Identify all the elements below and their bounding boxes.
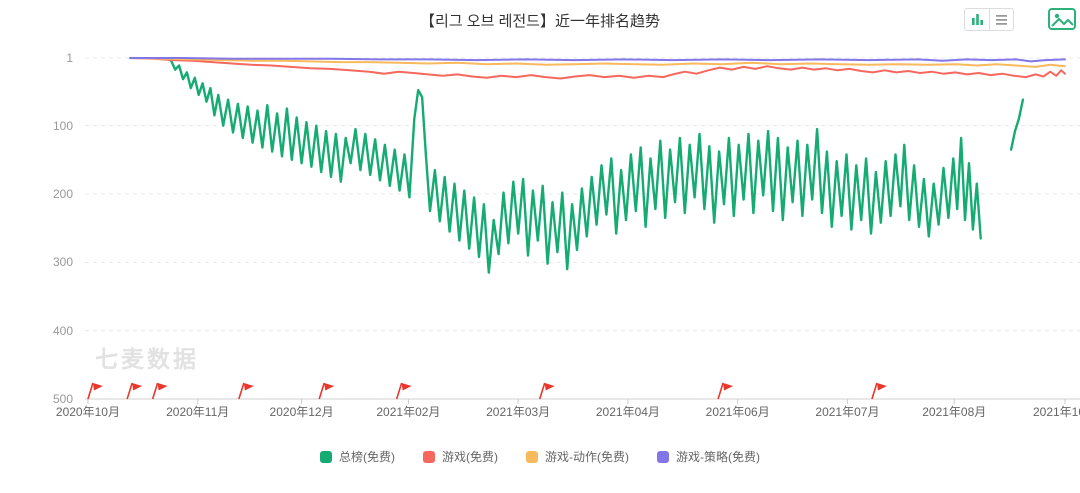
x-tick-label: 2021年07月 <box>815 405 880 419</box>
x-tick-label: 2021年06月 <box>705 405 770 419</box>
update-flag-icon[interactable] <box>395 382 412 400</box>
update-flag-icon[interactable] <box>318 382 335 400</box>
legend-item-zongbang[interactable]: 总榜(免费) <box>320 448 395 465</box>
legend-item-youxi[interactable]: 游戏(免费) <box>423 448 498 465</box>
watermark: 七麦数据 <box>95 346 199 372</box>
legend-swatch <box>423 450 435 463</box>
update-flag-icon[interactable] <box>151 382 168 400</box>
list-view-button[interactable] <box>989 8 1014 31</box>
x-tick-label: 2021年10月 <box>1032 405 1080 419</box>
legend-label: 总榜(免费) <box>339 450 395 464</box>
update-flag-icon[interactable] <box>238 382 254 400</box>
bar-chart-icon <box>971 14 983 25</box>
y-tick-label: 300 <box>52 255 73 270</box>
x-tick-label: 2020年11月 <box>166 405 230 419</box>
view-toggle-group <box>964 8 1014 31</box>
picture-icon <box>1048 8 1076 30</box>
y-tick-label: 1 <box>66 51 73 65</box>
y-tick-label: 400 <box>52 323 73 338</box>
legend-swatch <box>657 450 669 463</box>
legend-label: 游戏(免费) <box>442 450 498 464</box>
update-flag-icon[interactable] <box>871 382 887 400</box>
list-icon <box>996 15 1007 25</box>
update-flag-icon[interactable] <box>717 382 734 400</box>
x-tick-label: 2021年03月 <box>486 405 551 419</box>
x-tick-label: 2020年10月 <box>55 405 120 419</box>
update-flag-icon[interactable] <box>538 382 555 400</box>
x-tick-label: 2021年08月 <box>922 405 987 419</box>
chart-view-button[interactable] <box>964 8 989 31</box>
x-tick-label: 2021年02月 <box>376 405 441 419</box>
update-flag-icon[interactable] <box>126 382 143 400</box>
legend-swatch <box>320 450 332 463</box>
x-tick-label: 2020年12月 <box>269 405 334 419</box>
y-tick-label: 200 <box>52 186 73 201</box>
chart-legend: 总榜(免费) 游戏(免费) 游戏-动作(免费) 游戏-策略(免费) <box>0 448 1080 465</box>
y-tick-label: 100 <box>52 118 73 133</box>
legend-label: 游戏-动作(免费) <box>545 450 629 464</box>
update-flag-icon[interactable] <box>87 382 103 400</box>
chart-title: 【리그 오브 레전드】近一年排名趋势 <box>420 13 660 30</box>
save-image-button[interactable] <box>1046 6 1078 34</box>
y-tick-label: 500 <box>52 392 73 406</box>
legend-label: 游戏-策略(免费) <box>676 450 760 464</box>
x-tick-label: 2021年04月 <box>595 405 660 419</box>
legend-item-youxi-dongzuo[interactable]: 游戏-动作(免费) <box>526 448 629 465</box>
legend-swatch <box>526 450 538 463</box>
legend-item-youxi-celue[interactable]: 游戏-策略(免费) <box>657 448 760 465</box>
